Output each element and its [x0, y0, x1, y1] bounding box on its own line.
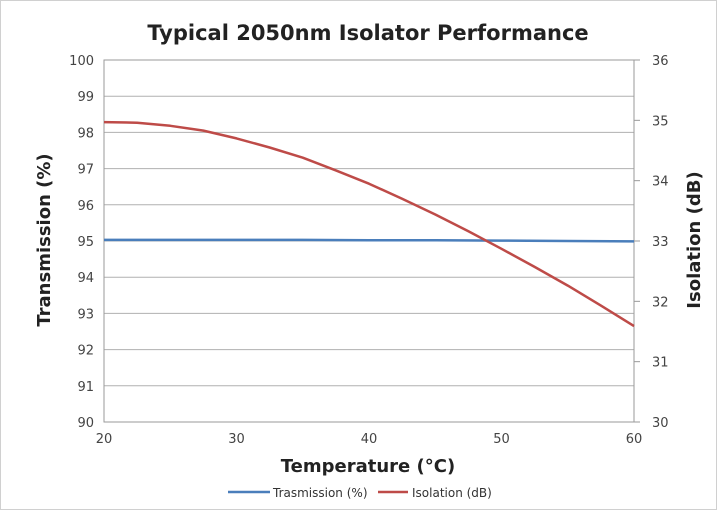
y-tick-label: 98 — [77, 126, 94, 141]
y-tick-label: 96 — [77, 199, 94, 214]
y-tick-label: 95 — [77, 235, 94, 250]
gridlines — [104, 95, 634, 387]
left-axis-tick-labels: 90 91 92 93 94 95 96 97 98 99 100 — [69, 54, 94, 431]
x-axis-title: Temperature (°C) — [281, 456, 455, 477]
legend-label-transmission: Trasmission (%) — [272, 486, 368, 500]
y-tick-label: 99 — [77, 90, 94, 105]
x-tick-label: 50 — [493, 432, 510, 447]
y-tick-label: 91 — [77, 380, 94, 395]
y2-tick-label: 34 — [652, 175, 669, 190]
isolation-series-line — [103, 120, 635, 328]
y-tick-label: 100 — [69, 54, 94, 69]
right-axis-tick-labels: 30 31 32 33 34 35 36 — [652, 54, 669, 431]
legend: Trasmission (%) Isolation (dB) — [228, 486, 492, 500]
y2-tick-label: 33 — [652, 235, 669, 250]
x-tick-label: 30 — [228, 432, 245, 447]
series-layer — [103, 120, 635, 328]
y2-tick-label: 35 — [652, 114, 669, 129]
y-tick-label: 92 — [77, 344, 94, 359]
transmission-series-line — [104, 238, 635, 243]
y-tick-label: 93 — [77, 307, 94, 322]
y2-tick-label: 32 — [652, 295, 669, 310]
x-axis-tick-labels: 20 30 40 50 60 — [96, 432, 643, 447]
x-tick-label: 20 — [96, 432, 113, 447]
x-tick-label: 60 — [626, 432, 643, 447]
right-axis-tick-marks — [634, 59, 640, 423]
y2-tick-label: 30 — [652, 416, 669, 431]
y-tick-label: 94 — [77, 271, 94, 286]
y-axis-title: Transmission (%) — [34, 153, 55, 326]
chart-title: Typical 2050nm Isolator Performance — [147, 21, 588, 45]
legend-label-isolation: Isolation (dB) — [412, 486, 492, 500]
x-tick-label: 40 — [361, 432, 378, 447]
y-tick-label: 90 — [77, 416, 94, 431]
y2-axis-title: Isolation (dB) — [684, 171, 705, 308]
y2-tick-label: 36 — [652, 54, 669, 69]
y-tick-label: 97 — [77, 163, 94, 178]
y2-tick-label: 31 — [652, 356, 669, 371]
